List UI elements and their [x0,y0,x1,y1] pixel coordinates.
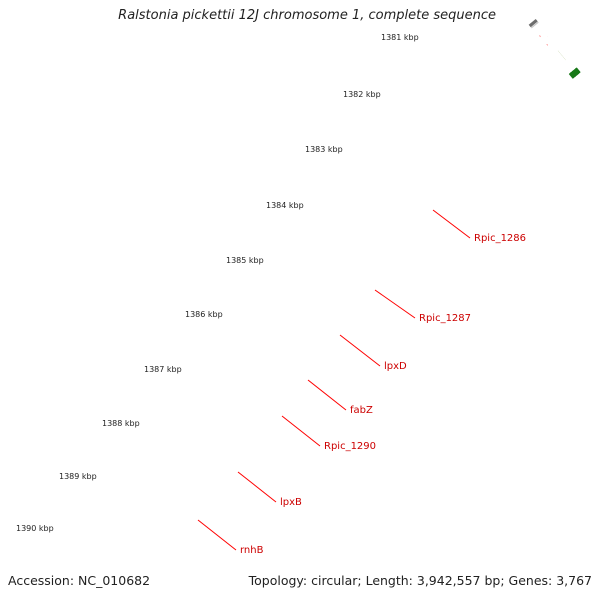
accession-text: Accession: NC_010682 [8,573,151,588]
scale-label: 1381 kbp [381,33,419,42]
gene-leader-line [281,415,321,447]
gene-label: lpxD [384,361,407,372]
cds-arrow [537,32,551,48]
gene-leader-line [237,471,277,503]
gene-label: Rpic_1290 [324,441,376,452]
scale-label: 1383 kbp [305,145,343,154]
gene-leader-line [339,334,381,367]
gene-label: lpxB [280,497,302,508]
scale-label: 1384 kbp [266,201,304,210]
pink-feature [552,51,564,66]
scale-label: 1382 kbp [343,90,381,99]
map-title: Ralstonia pickettii 12J chromosome 1, co… [118,8,496,23]
gene-label: rnhB [240,545,264,556]
backbone-inner [530,21,539,29]
feature-tracks [537,27,570,66]
gene-label: Rpic_1286 [474,233,526,244]
gene-leader-line [197,519,237,551]
gene-leader-line [432,209,471,239]
gene-label: Rpic_1287 [419,313,471,324]
track-tick [568,73,574,79]
scale-label: 1386 kbp [185,310,223,319]
scale-label: 1388 kbp [102,419,140,428]
gene-leader-line [374,289,416,319]
scale-label: 1390 kbp [16,524,54,533]
blue-feature [554,49,567,64]
gene-labels: Rpic_1286 Rpic_1287 lpxD fabZ Rpic_1290 lpxB r… [197,209,526,556]
backbone-outer [528,18,538,28]
scale-label: 1385 kbp [226,256,264,265]
scale-label: 1387 kbp [144,365,182,374]
scale-label: 1389 kbp [59,472,97,481]
gene-leader-line [307,379,347,411]
scale-labels: 1381 kbp 1382 kbp 1383 kbp 1384 kbp 1385 kbp… [16,33,419,533]
chromosome-backbone [528,18,539,29]
summary-text: Topology: circular; Length: 3,942,557 bp… [248,573,592,588]
gene-label: fabZ [350,405,373,416]
scale-ticks [568,67,581,79]
